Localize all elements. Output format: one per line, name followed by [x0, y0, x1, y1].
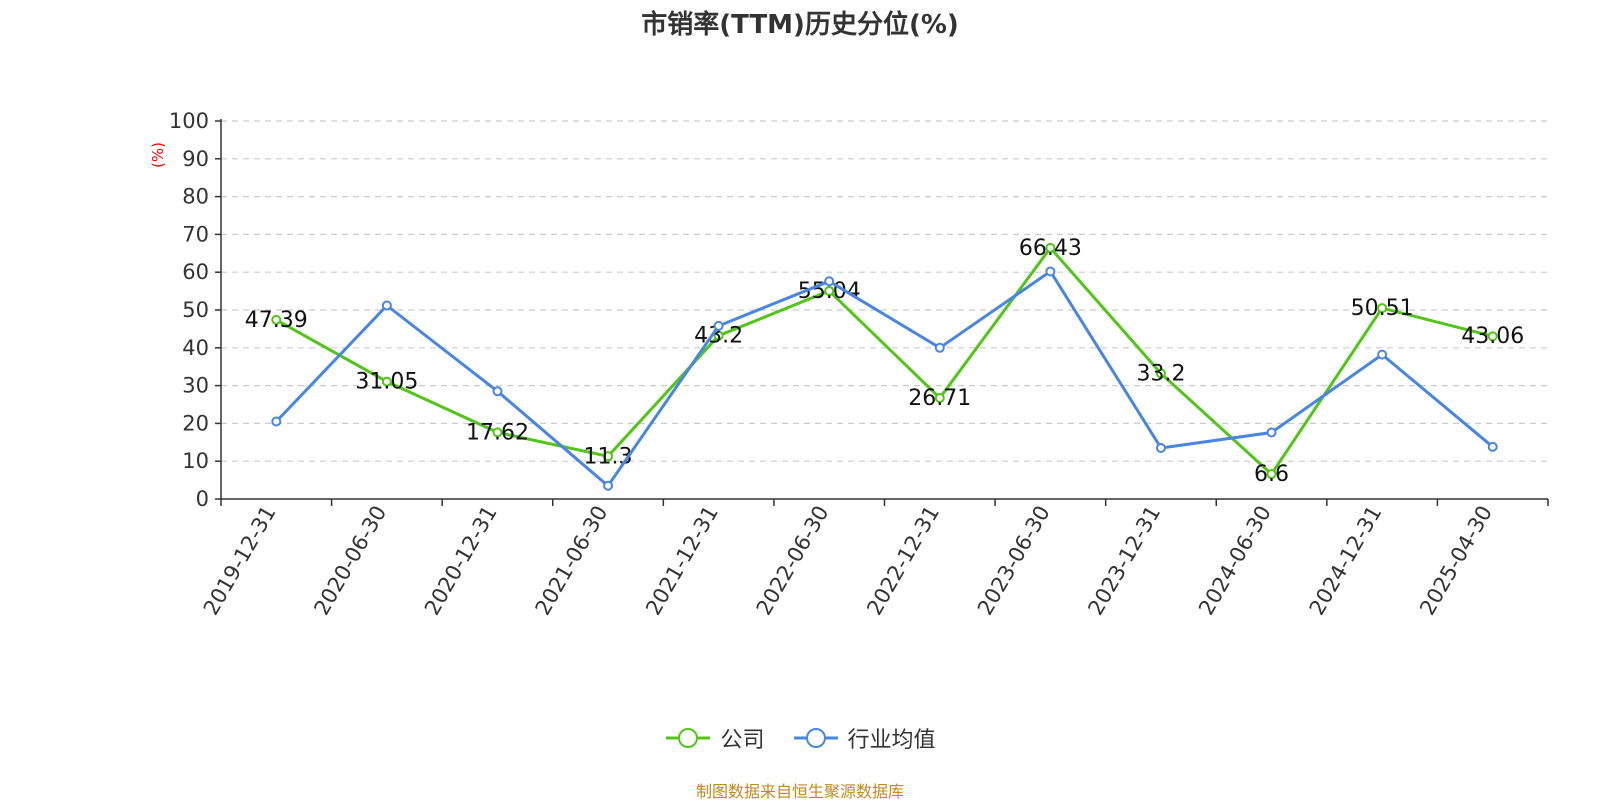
data-point [934, 342, 945, 353]
data-point [1266, 469, 1277, 480]
data-point [934, 393, 945, 404]
data-point [824, 276, 835, 287]
y-tick-label: 20 [182, 411, 209, 435]
data-label: 66.43 [1019, 236, 1082, 261]
data-point [1487, 441, 1498, 452]
legend: 公司 行业均值 [0, 722, 1600, 756]
data-label: 6.6 [1254, 462, 1289, 487]
data-point [1377, 349, 1388, 360]
x-tick-label: 2020-12-31 [420, 502, 502, 620]
series-line-company [275, 246, 1494, 476]
legend-item-company[interactable]: 公司 [664, 722, 765, 754]
x-tick-label: 2020-06-30 [309, 502, 391, 620]
y-axis-label: (%) [149, 142, 167, 168]
y-tick-label: 90 [182, 147, 209, 171]
data-point [271, 416, 282, 427]
chart-title: 市销率(TTM)历史分位(%) [641, 10, 959, 40]
y-tick-label: 30 [182, 374, 209, 398]
x-tick-label: 2022-06-30 [752, 502, 834, 620]
data-point [603, 451, 614, 462]
x-tick-label: 2025-04-30 [1415, 502, 1497, 620]
data-label: 33.2 [1136, 362, 1185, 387]
data-point [1155, 442, 1166, 453]
y-tick-label: 60 [182, 260, 209, 284]
data-point [603, 480, 614, 491]
y-tick-label: 70 [182, 222, 209, 246]
data-point [824, 285, 835, 296]
x-tick-label: 2024-06-30 [1194, 502, 1276, 620]
x-tick-label: 2023-12-31 [1083, 502, 1165, 620]
legend-label: 行业均值 [847, 728, 936, 753]
x-tick-label: 2024-12-31 [1305, 502, 1387, 620]
data-point [1045, 242, 1056, 253]
data-label: 11.3 [584, 444, 633, 469]
data-point [1155, 368, 1166, 379]
data-point [1266, 427, 1277, 438]
y-tick-label: 40 [182, 336, 209, 360]
data-point [381, 300, 392, 311]
data-point [1487, 331, 1498, 342]
data-point [381, 376, 392, 387]
x-tick-label: 2023-06-30 [973, 502, 1055, 620]
data-label: 50.51 [1351, 296, 1414, 321]
y-tick-label: 10 [182, 449, 209, 473]
data-label: 26.71 [908, 386, 971, 411]
data-point [492, 386, 503, 397]
x-tick-label: 2019-12-31 [199, 502, 281, 620]
y-tick-label: 80 [182, 185, 209, 209]
data-label: 17.62 [466, 420, 529, 445]
legend-label: 公司 [720, 728, 765, 753]
x-tick-label: 2022-12-31 [862, 502, 944, 620]
data-point [271, 314, 282, 325]
data-point [713, 320, 724, 331]
source-note: 制图数据来自恒生聚源数据库 [695, 782, 904, 801]
data-point [1377, 303, 1388, 314]
legend-line-icon [666, 728, 711, 748]
data-point [1045, 266, 1056, 277]
data-point [713, 330, 724, 341]
data-label: 47.39 [245, 308, 308, 333]
legend-item-industry-average[interactable]: 行业均值 [792, 722, 936, 754]
y-tick-label: 100 [169, 109, 209, 133]
data-label: 31.05 [355, 370, 418, 395]
x-tick-label: 2021-12-31 [641, 502, 723, 620]
series-line-industry-average [275, 269, 1494, 488]
data-label: 43.06 [1461, 324, 1524, 349]
legend-line-icon [793, 728, 838, 748]
y-tick-label: 50 [182, 298, 209, 322]
x-tick-label: 2021-06-30 [531, 502, 613, 620]
data-point [492, 427, 503, 438]
y-tick-label: 0 [196, 487, 209, 511]
